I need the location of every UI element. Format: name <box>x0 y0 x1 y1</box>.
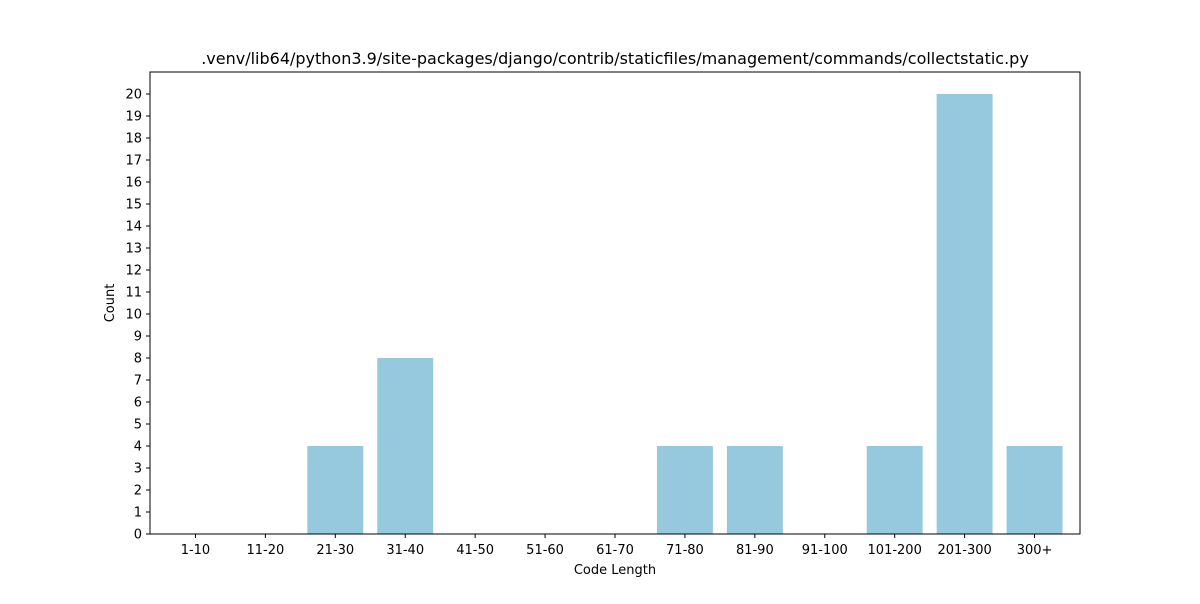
x-axis: 1-10 11-20 21-30 31-40 41-50 51-60 61-70 71-80 8… <box>181 534 1053 558</box>
y-tick-label: 20 <box>125 88 142 103</box>
x-tick-label: 91-100 <box>802 543 848 558</box>
x-axis-label: Code Length <box>574 563 656 578</box>
x-tick-label: 81-90 <box>736 543 774 558</box>
bar-71-80 <box>656 446 713 534</box>
x-tick-label: 21-30 <box>316 543 354 558</box>
y-tick-label: 16 <box>125 176 142 191</box>
plot-frame <box>149 71 1081 535</box>
bar-101-200 <box>866 446 923 534</box>
y-tick-label: 19 <box>125 110 142 125</box>
bar-31-40 <box>377 358 434 534</box>
x-tick-label: 31-40 <box>386 543 424 558</box>
y-tick-label: 17 <box>125 154 142 169</box>
y-axis-label: Count <box>103 284 118 323</box>
y-tick-label: 14 <box>125 220 142 235</box>
x-tick-label: 300+ <box>1017 543 1053 558</box>
bar-201-300 <box>936 94 993 534</box>
chart-title: .venv/lib64/python3.9/site-packages/djan… <box>201 49 1029 68</box>
x-tick-label: 51-60 <box>526 543 564 558</box>
x-tick-label: 201-300 <box>937 543 991 558</box>
x-tick-label: 71-80 <box>666 543 704 558</box>
y-tick-label: 8 <box>134 352 142 367</box>
y-tick-label: 4 <box>134 440 142 455</box>
y-tick-label: 11 <box>125 286 142 301</box>
y-tick-label: 10 <box>125 308 142 323</box>
y-tick-label: 7 <box>134 374 142 389</box>
y-tick-label: 12 <box>125 264 142 279</box>
y-tick-label: 9 <box>134 330 142 345</box>
y-tick-label: 0 <box>134 528 142 543</box>
bar-81-90 <box>726 446 783 534</box>
y-tick-label: 18 <box>125 132 142 147</box>
x-tick-label: 61-70 <box>596 543 634 558</box>
y-tick-label: 2 <box>134 484 142 499</box>
x-tick-label: 101-200 <box>868 543 922 558</box>
x-tick-label: 41-50 <box>456 543 494 558</box>
x-tick-label: 1-10 <box>181 543 211 558</box>
y-tick-label: 1 <box>134 506 142 521</box>
y-tick-label: 15 <box>125 198 142 213</box>
bar-21-30 <box>307 446 364 534</box>
y-tick-label: 5 <box>134 418 142 433</box>
y-tick-label: 6 <box>134 396 142 411</box>
bars-layer <box>307 94 1063 534</box>
x-tick-label: 11-20 <box>246 543 284 558</box>
bar-300+ <box>1006 446 1063 534</box>
y-tick-label: 3 <box>134 462 142 477</box>
y-tick-label: 13 <box>125 242 142 257</box>
